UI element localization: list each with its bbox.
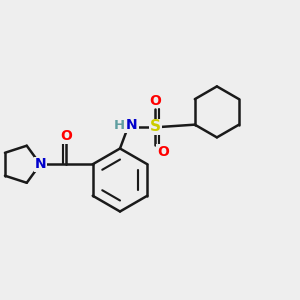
Text: N: N xyxy=(34,157,46,171)
Text: O: O xyxy=(157,145,169,159)
Text: N: N xyxy=(126,118,138,132)
Text: O: O xyxy=(149,94,161,108)
Text: O: O xyxy=(60,129,72,143)
Text: S: S xyxy=(150,119,161,134)
Text: H: H xyxy=(114,119,125,132)
